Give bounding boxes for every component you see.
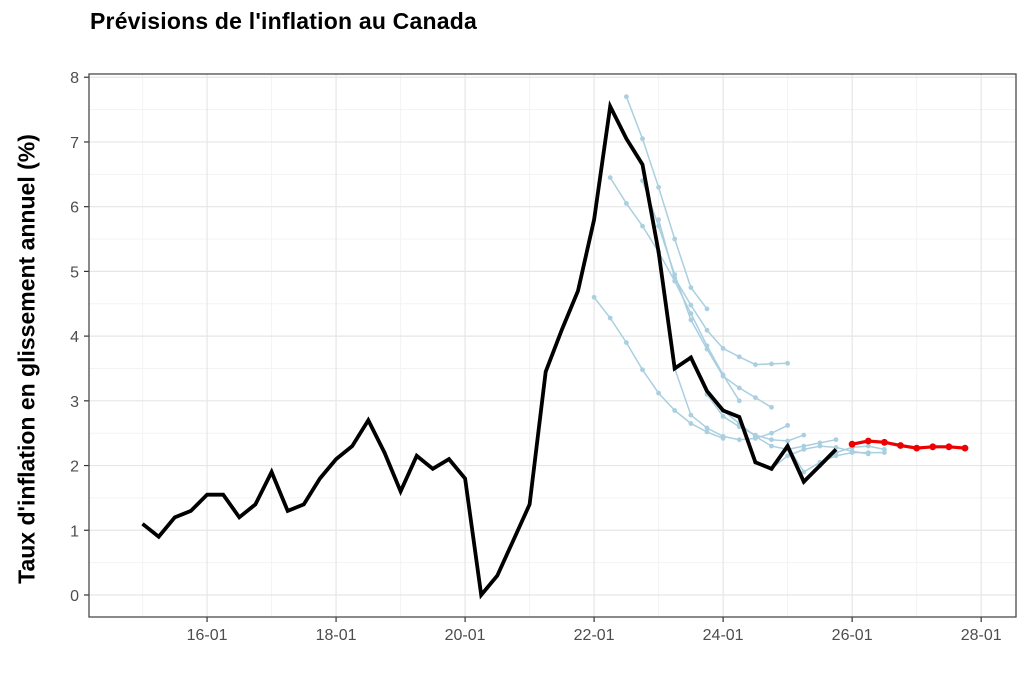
past-forecast-point xyxy=(607,175,613,181)
latest-forecast-point xyxy=(961,444,969,452)
latest-forecast-point xyxy=(945,443,953,451)
past-forecast-point xyxy=(720,434,726,439)
past-forecast-point xyxy=(624,340,629,345)
past-forecast-point xyxy=(769,361,774,367)
past-forecast-point xyxy=(753,395,758,400)
latest-forecast-point xyxy=(864,437,872,445)
past-forecast-point xyxy=(704,429,710,435)
past-forecast-point xyxy=(688,285,694,290)
past-forecast-point xyxy=(688,317,694,323)
past-forecast-point xyxy=(736,437,742,443)
x-tick-label: 24-01 xyxy=(703,627,744,644)
past-forecast-point xyxy=(753,434,758,439)
past-forecast-point xyxy=(801,443,807,449)
past-forecast-point xyxy=(785,453,790,459)
past-forecast-point xyxy=(672,236,678,242)
past-forecast-point xyxy=(849,450,855,455)
y-tick-label: 7 xyxy=(70,135,79,152)
past-forecast-point xyxy=(607,315,613,321)
past-forecast-point xyxy=(656,390,661,396)
past-forecast-point xyxy=(753,362,758,367)
past-forecast-point xyxy=(688,421,694,426)
x-tick-label: 26-01 xyxy=(832,627,873,644)
past-forecast-point xyxy=(865,450,871,455)
x-tick-label: 22-01 xyxy=(574,627,615,644)
past-forecast-point xyxy=(688,302,694,308)
past-forecast-point xyxy=(720,346,726,351)
x-tick-label: 20-01 xyxy=(445,627,486,644)
past-forecast-point xyxy=(801,469,807,475)
past-forecast-point xyxy=(704,346,710,352)
past-forecast-point xyxy=(736,398,742,404)
panel-border xyxy=(88,73,1017,618)
past-forecast-point xyxy=(624,201,629,206)
y-axis-title: Taux d'inflation en glissement annuel (%… xyxy=(13,134,40,584)
past-forecast-point xyxy=(785,438,790,444)
latest-forecast-point xyxy=(913,444,921,452)
historical-line xyxy=(141,100,838,600)
past-forecast-point xyxy=(672,408,678,413)
past-forecast-point xyxy=(624,94,629,100)
past-forecast-point xyxy=(865,443,871,449)
past-forecast-line xyxy=(673,368,788,441)
x-tick-label: 18-01 xyxy=(316,627,357,644)
past-forecast-point xyxy=(591,294,597,300)
past-forecast-point xyxy=(817,443,823,449)
x-tick-label: 28-01 xyxy=(961,627,1002,644)
panel-background xyxy=(89,74,1016,617)
past-forecast-point xyxy=(785,423,790,428)
latest-forecast-point xyxy=(897,442,904,449)
past-forecast-point xyxy=(785,360,790,366)
past-forecast-point xyxy=(656,217,661,223)
y-tick-label: 8 xyxy=(70,70,79,87)
y-tick-label: 0 xyxy=(70,588,79,605)
latest-forecast-point xyxy=(881,438,888,446)
past-forecast-point xyxy=(769,430,774,436)
past-forecast-point xyxy=(704,425,710,431)
past-forecast-point xyxy=(640,223,645,229)
y-tick-label: 4 xyxy=(70,329,79,346)
past-forecast-point xyxy=(640,367,645,373)
latest-forecast-point xyxy=(929,443,937,451)
past-forecast-point xyxy=(769,443,774,449)
past-forecast-point xyxy=(833,437,839,443)
y-tick-label: 3 xyxy=(70,394,79,411)
past-forecast-point xyxy=(640,136,645,142)
past-forecast-point xyxy=(769,404,774,410)
chart-title: Prévisions de l'inflation au Canada xyxy=(90,8,477,34)
latest-forecast-point xyxy=(848,440,856,448)
past-forecast-point xyxy=(801,432,807,438)
past-forecast-point xyxy=(736,385,742,391)
y-tick-label: 6 xyxy=(70,200,79,217)
past-forecast-line xyxy=(625,96,708,310)
y-tick-label: 5 xyxy=(70,264,79,281)
past-forecast-point xyxy=(704,306,710,312)
past-forecast-point xyxy=(882,447,887,452)
y-tick-label: 1 xyxy=(70,523,79,540)
y-tick-label: 2 xyxy=(70,459,79,476)
past-forecast-point xyxy=(704,327,710,333)
past-forecast-point xyxy=(801,447,807,452)
past-forecast-point xyxy=(769,437,774,443)
past-forecast-point xyxy=(720,373,726,379)
past-forecast-point xyxy=(720,414,726,419)
past-forecast-point xyxy=(688,412,694,418)
past-forecast-point xyxy=(672,275,678,281)
past-forecast-point xyxy=(736,354,742,360)
past-forecast-point xyxy=(656,184,661,190)
x-tick-label: 16-01 xyxy=(187,627,228,644)
